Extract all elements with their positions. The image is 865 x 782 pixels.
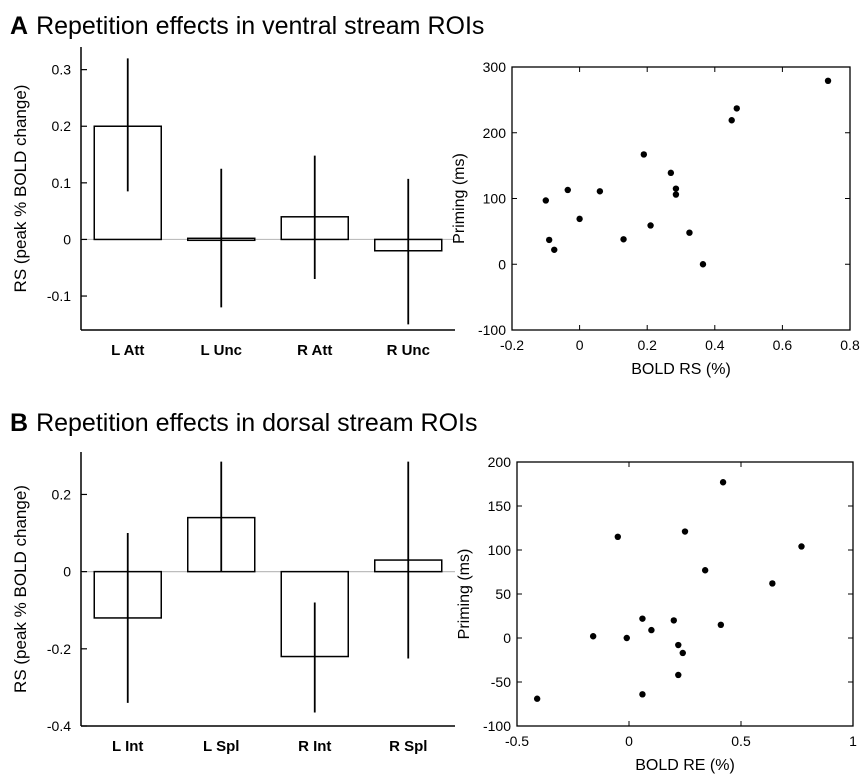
data-point [639,615,646,622]
x-tick-label: 0.6 [773,337,793,353]
x-category-label: L Int [112,738,143,755]
x-tick-label: -0.5 [505,733,529,749]
x-axis-label: BOLD RS (%) [631,361,731,378]
chart-b-bar: -0.4 -0.2 0 0.2 L Int L Spl R Int R Spl RS (peak… [11,452,455,755]
y-tick-label: -0.1 [47,288,71,304]
y-tick-label: 0 [503,630,511,646]
x-tick-label: 0.2 [637,337,657,353]
panel-b-title-text: Repetition effects in dorsal stream ROIs [36,409,478,437]
x-tick-label: -0.2 [500,337,524,353]
y-tick-label: 50 [495,586,511,602]
data-point [551,246,558,253]
x-category-label: L Att [111,342,144,359]
data-point [717,621,725,628]
chart-a-scatter: -100 0 100 200 300 -0.2 0 0.2 0.4 0.6 0.8 BOLD RS (… [451,59,860,378]
data-point [675,641,682,649]
y-tick-label: 0 [498,256,506,272]
data-point [667,169,675,177]
y-tick-label: -100 [478,322,506,338]
panel-a-title: A Repetition effects in ventral stream RO… [10,12,484,41]
data-point [647,222,654,229]
data-point [589,633,597,640]
y-tick-label: 0.1 [52,175,72,191]
data-point [576,215,583,223]
data-point [542,197,549,204]
y-tick-label: -0.4 [47,718,71,734]
chart-a-bar: -0.1 0 0.1 0.2 0.3 L Att L Unc R Att R Unc RS (pe… [11,47,455,359]
data-point [679,649,686,657]
panel-b-letter: B [10,409,29,437]
data-point [733,105,740,112]
y-tick-label: 300 [483,59,507,75]
panel-a-title-text: Repetition effects in ventral stream ROI… [36,12,485,40]
y-tick-label: -50 [491,674,511,690]
x-tick-label: 0.8 [840,337,860,353]
y-tick-label: 150 [488,498,512,514]
y-tick-label: 0 [63,231,71,247]
x-category-label: L Unc [201,342,242,359]
data-point [670,617,677,624]
data-point [728,117,735,124]
data-point [701,567,709,574]
plot-frame [516,461,854,727]
data-point [620,236,627,243]
y-tick-label: 200 [483,125,507,141]
y-tick-label: 0.2 [52,118,72,134]
data-point [769,580,776,587]
x-category-label: R Unc [387,342,430,359]
data-point [675,671,682,679]
y-axis-label: Priming (ms) [451,153,468,244]
y-tick-label: 100 [488,542,512,558]
y-axis-label: Priming (ms) [456,549,473,640]
y-tick-label: 0.3 [52,62,72,78]
data-point [564,186,571,194]
x-tick-label: 0 [625,733,633,749]
y-tick-label: -100 [483,718,511,734]
data-point [672,185,680,192]
plot-frame [511,66,851,331]
data-point [545,236,553,244]
y-axis-label: RS (peak % BOLD change) [11,485,30,693]
x-category-label: L Spl [203,738,239,755]
x-tick-label: 0.4 [705,337,725,353]
y-tick-label: 0.2 [52,486,72,502]
data-point [614,533,621,540]
panel-a-letter: A [10,12,29,40]
data-point [686,229,693,236]
data-point [639,691,646,698]
data-point [798,543,805,550]
x-tick-label: 0 [576,337,584,353]
chart-b-scatter: -100 -50 0 50 100 150 200 -0.5 0 0.5 1 BOLD RE (%) P… [456,454,857,774]
data-point [640,151,648,158]
y-tick-label: -0.2 [47,641,71,657]
data-point [681,528,689,535]
y-axis-label: RS (peak % BOLD change) [11,85,30,293]
x-category-label: R Att [297,342,332,359]
x-axis-label: BOLD RE (%) [635,757,735,774]
data-point [672,191,680,198]
y-tick-label: 100 [483,191,507,207]
data-point [648,626,655,634]
y-tick-label: 200 [488,454,512,470]
x-tick-label: 0.5 [731,733,751,749]
data-point [699,261,707,268]
x-tick-label: 1 [849,733,857,749]
data-point [719,479,727,486]
data-point [596,188,604,195]
data-point [533,695,541,702]
data-point [824,77,832,85]
panel-b-title: B Repetition effects in dorsal stream ROI… [10,409,477,438]
y-tick-label: 0 [63,564,71,580]
x-category-label: R Int [298,738,331,755]
x-category-label: R Spl [389,738,427,755]
data-point [623,634,630,642]
